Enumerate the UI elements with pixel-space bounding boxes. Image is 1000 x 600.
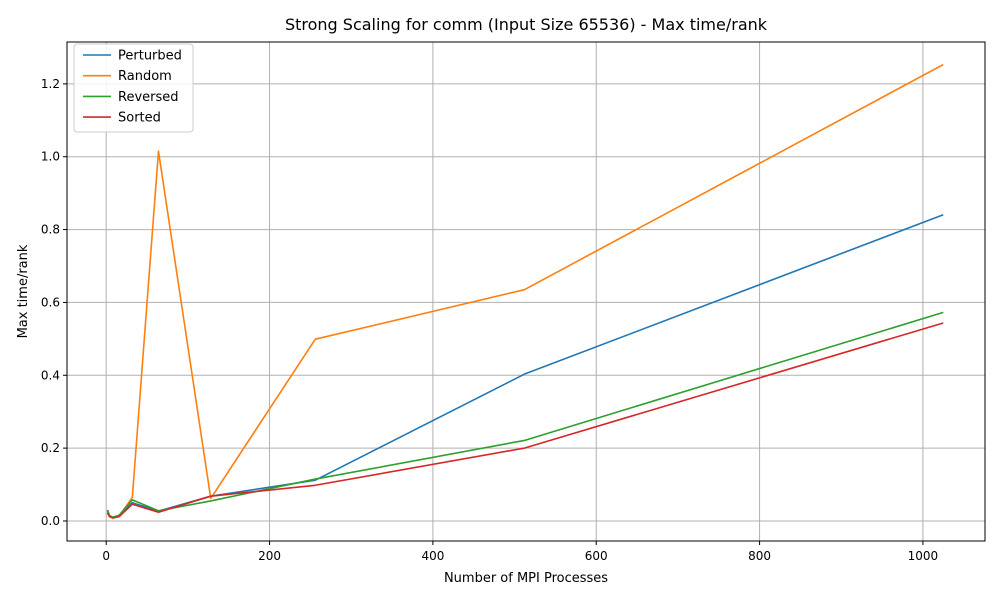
legend-box bbox=[73, 43, 194, 133]
plot-frame bbox=[66, 41, 986, 542]
legend-label-reversed: Reversed bbox=[118, 90, 179, 105]
y-axis-label: Max time/rank bbox=[16, 244, 31, 338]
y-tick-label: 1.0 bbox=[41, 150, 60, 164]
legend-label-perturbed: Perturbed bbox=[118, 49, 182, 64]
y-tick-label: 0.6 bbox=[41, 295, 60, 309]
x-tick-label: 200 bbox=[258, 549, 281, 563]
legend-label-random: Random bbox=[118, 69, 172, 84]
x-tick-label: 400 bbox=[421, 549, 444, 563]
x-tick-label: 1000 bbox=[908, 549, 939, 563]
x-tick-label: 800 bbox=[748, 549, 771, 563]
y-tick-label: 0.0 bbox=[41, 514, 60, 528]
y-tick-label: 0.4 bbox=[41, 368, 60, 382]
y-tick-label: 0.2 bbox=[41, 441, 60, 455]
y-tick-label: 0.8 bbox=[41, 223, 60, 237]
series-lines bbox=[106, 63, 944, 519]
x-tick-label: 600 bbox=[585, 549, 608, 563]
y-tick-label: 1.2 bbox=[41, 77, 60, 91]
axis-ticks: 0 200 400 600 800 1000 0.0 0.2 0.4 0.6 0.8 1.0 1.2 bbox=[41, 77, 938, 563]
series-line-reversed bbox=[106, 311, 944, 519]
series-line-sorted bbox=[106, 322, 944, 519]
x-axis-label: Number of MPI Processes bbox=[444, 571, 608, 586]
grid bbox=[67, 42, 985, 541]
legend-label-sorted: Sorted bbox=[118, 111, 161, 126]
series-line-random bbox=[106, 63, 944, 519]
chart-title: Strong Scaling for comm (Input Size 6553… bbox=[285, 15, 768, 34]
x-tick-label: 0 bbox=[102, 549, 110, 563]
series-line-perturbed bbox=[106, 213, 944, 519]
legend: Perturbed Random Reversed Sorted bbox=[73, 43, 194, 133]
